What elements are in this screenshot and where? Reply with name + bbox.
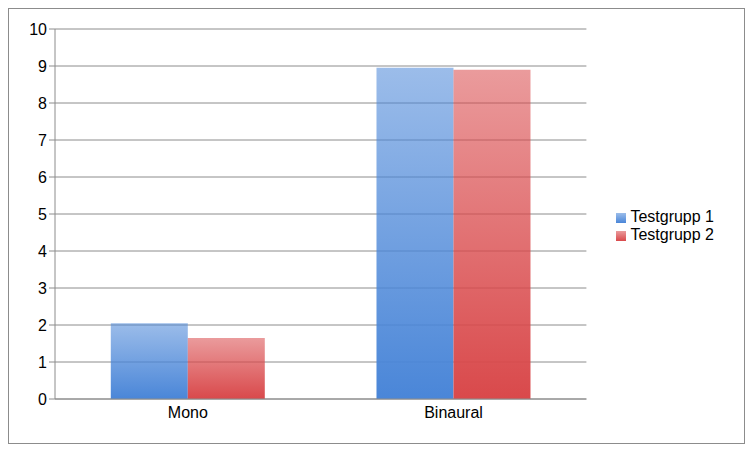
svg-text:9: 9 [38, 58, 47, 75]
html-text:Testgrupp 1: Testgrupp 1 [630, 208, 714, 225]
svg-text:10: 10 [29, 21, 47, 38]
svg-text:1: 1 [38, 354, 47, 371]
html-text:Testgrupp 2: Testgrupp 2 [630, 226, 714, 243]
svg-text:3: 3 [38, 280, 47, 297]
svg-text:8: 8 [38, 95, 47, 112]
svg-text:Mono: Mono [168, 404, 208, 421]
svg-text:6: 6 [38, 169, 47, 186]
svg-text:7: 7 [38, 132, 47, 149]
svg-text:2: 2 [38, 317, 47, 334]
svg-text:4: 4 [38, 243, 47, 260]
svg-text:Binaural: Binaural [424, 404, 483, 421]
svg-text:5: 5 [38, 206, 47, 223]
svg-text:0: 0 [38, 391, 47, 408]
